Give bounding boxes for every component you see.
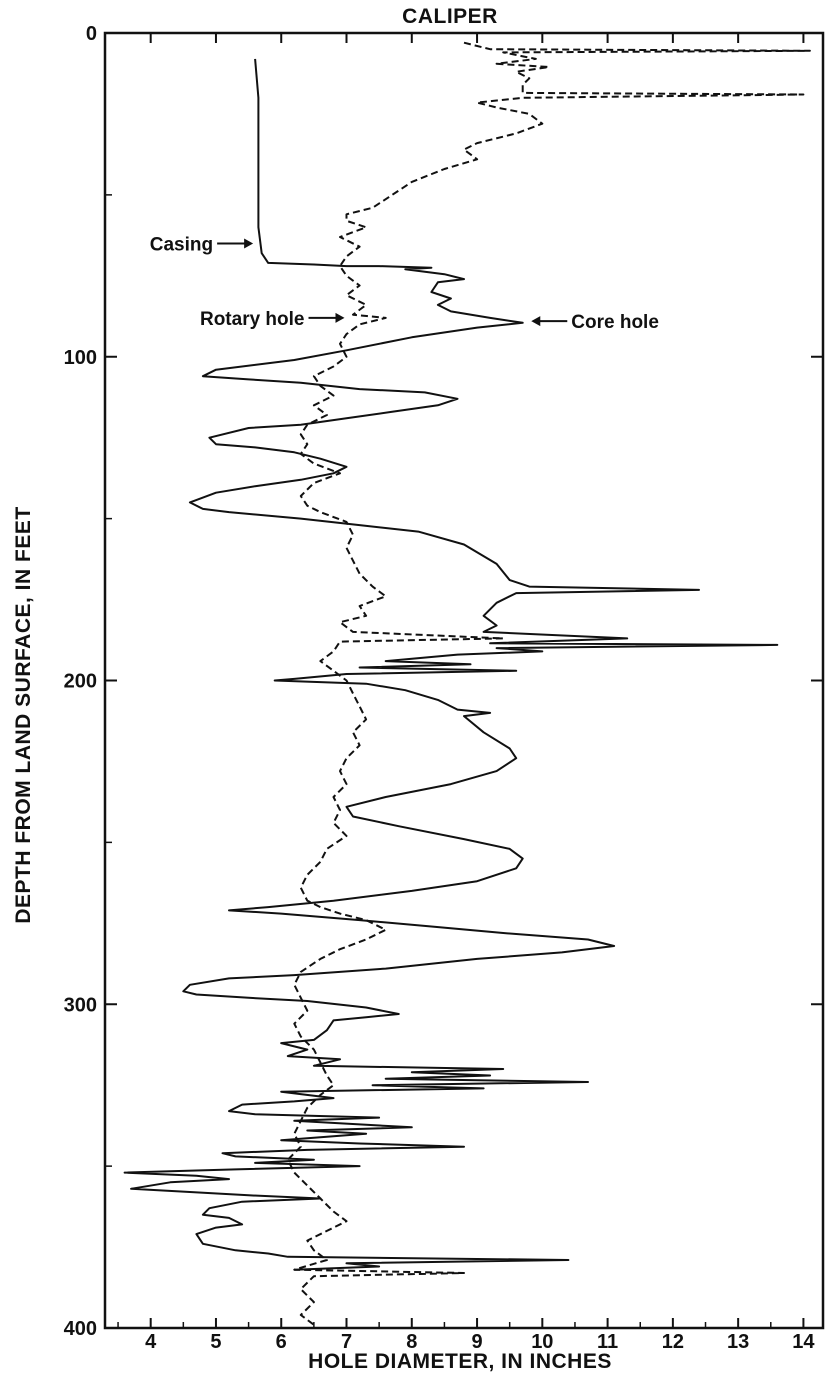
x-tick-label: 5 (210, 1331, 221, 1353)
y-tick-label: 300 (64, 994, 97, 1016)
annotation-label: Casing (150, 234, 213, 255)
y-tick-label: 100 (64, 347, 97, 369)
plot-frame (103, 31, 825, 1330)
core-hole-line (123, 58, 779, 1271)
x-axis-title: HOLE DIAMETER, IN INCHES (308, 1350, 612, 1373)
x-tick-label: 6 (276, 1331, 287, 1353)
chart-title: CALIPER (402, 5, 498, 28)
y-axis-title: DEPTH FROM LAND SURFACE, IN FEET (12, 506, 35, 923)
axis-ticks: 4 5 6 7 8 9 10 11 12 13 14 0 100 200 300 400 (64, 23, 823, 1353)
arrow-head (244, 238, 254, 249)
arrow-head (335, 312, 345, 323)
x-tick-label: 10 (531, 1331, 553, 1353)
y-tick-label: 200 (64, 671, 97, 693)
series-lines (123, 41, 811, 1326)
x-tick-label: 13 (727, 1331, 749, 1353)
x-tick-label: 9 (471, 1331, 482, 1353)
x-tick-label: 7 (341, 1331, 352, 1353)
rotary-hole-line (286, 41, 811, 1326)
x-tick-label: 11 (597, 1331, 618, 1353)
x-tick-label: 4 (145, 1331, 157, 1353)
annotation-label: Rotary hole (200, 309, 305, 330)
x-tick-label: 8 (406, 1331, 417, 1353)
x-tick-label: 12 (662, 1331, 684, 1353)
y-tick-label: 400 (64, 1318, 97, 1340)
annotations: Casing Rotary hole Core hole (150, 234, 659, 333)
y-tick-label: 0 (86, 23, 97, 45)
annotation-label: Core hole (571, 312, 659, 333)
x-tick-label: 14 (792, 1331, 815, 1353)
arrow-head (531, 316, 541, 327)
